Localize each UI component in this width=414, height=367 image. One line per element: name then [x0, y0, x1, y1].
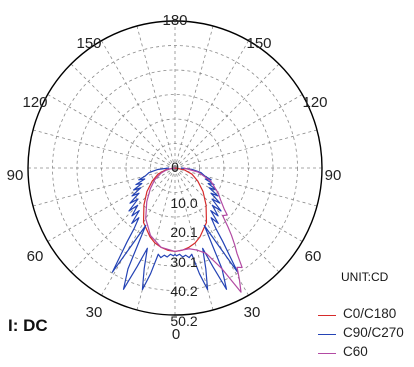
legend-swatch-red [318, 315, 336, 316]
legend-item-c60: C60 [318, 344, 414, 363]
angle-label-upper-right: 150 [246, 35, 271, 52]
angle-label-lower-right: 30 [244, 304, 261, 321]
radial-tick-label: 20.1 [170, 224, 197, 240]
grid-spoke [174, 63, 280, 169]
grid-spoke [174, 40, 249, 169]
radial-tick-label: 50.2 [170, 313, 197, 329]
grid-spoke [32, 167, 176, 207]
angle-label-bottom: 0 [172, 326, 180, 343]
grid-spoke [174, 167, 318, 207]
legend-item-c0-c180: C0/C180 [318, 306, 414, 325]
series-curve-c60 [145, 167, 243, 293]
grid-spoke [32, 129, 176, 169]
grid-spoke [174, 167, 280, 273]
angle-label-left-lower: 60 [27, 248, 44, 265]
grid-spoke [70, 167, 176, 273]
grid-spoke [47, 94, 176, 169]
grid-spoke [174, 167, 303, 242]
footer-label: I: DC [8, 316, 48, 335]
legend-label: C0/C180 [343, 306, 397, 321]
angle-label-right-upper: 120 [302, 94, 327, 111]
angle-label-left: 90 [7, 167, 24, 184]
radial-tick-label: 30.1 [170, 254, 197, 270]
grid-spoke [70, 63, 176, 169]
legend-label: C90/C270 [343, 325, 404, 340]
grid-spoke [136, 25, 176, 169]
radial-tick-label: 0 [171, 159, 179, 175]
polar-grid [28, 21, 322, 315]
angle-label-right: 90 [325, 167, 342, 184]
legend: C0/C180 C90/C270 C60 [318, 306, 414, 363]
grid-spoke [101, 40, 176, 169]
grid-spoke [174, 167, 249, 296]
angle-label-lower-left: 30 [86, 304, 103, 321]
legend-item-c90-c270: C90/C270 [318, 325, 414, 344]
outer-ring [27, 20, 323, 316]
grid-spoke [174, 129, 318, 169]
radial-tick-label: 10.0 [170, 195, 197, 211]
grid-spoke [174, 25, 214, 169]
series-layer [111, 167, 243, 293]
grid-spoke [174, 94, 303, 169]
angle-label-top: 180 [162, 12, 187, 29]
grid-spoke [101, 167, 176, 296]
legend-label: C60 [343, 344, 368, 359]
legend-swatch-blue [318, 334, 336, 335]
legend-swatch-purple [318, 353, 336, 354]
angle-label-upper-left: 150 [76, 35, 101, 52]
unit-label: UNIT:CD [341, 270, 389, 284]
series-curve-c90-c270 [111, 167, 239, 291]
angle-label-right-lower: 60 [305, 248, 322, 265]
radial-tick-label: 40.2 [170, 283, 197, 299]
angle-label-left-upper: 120 [22, 94, 47, 111]
